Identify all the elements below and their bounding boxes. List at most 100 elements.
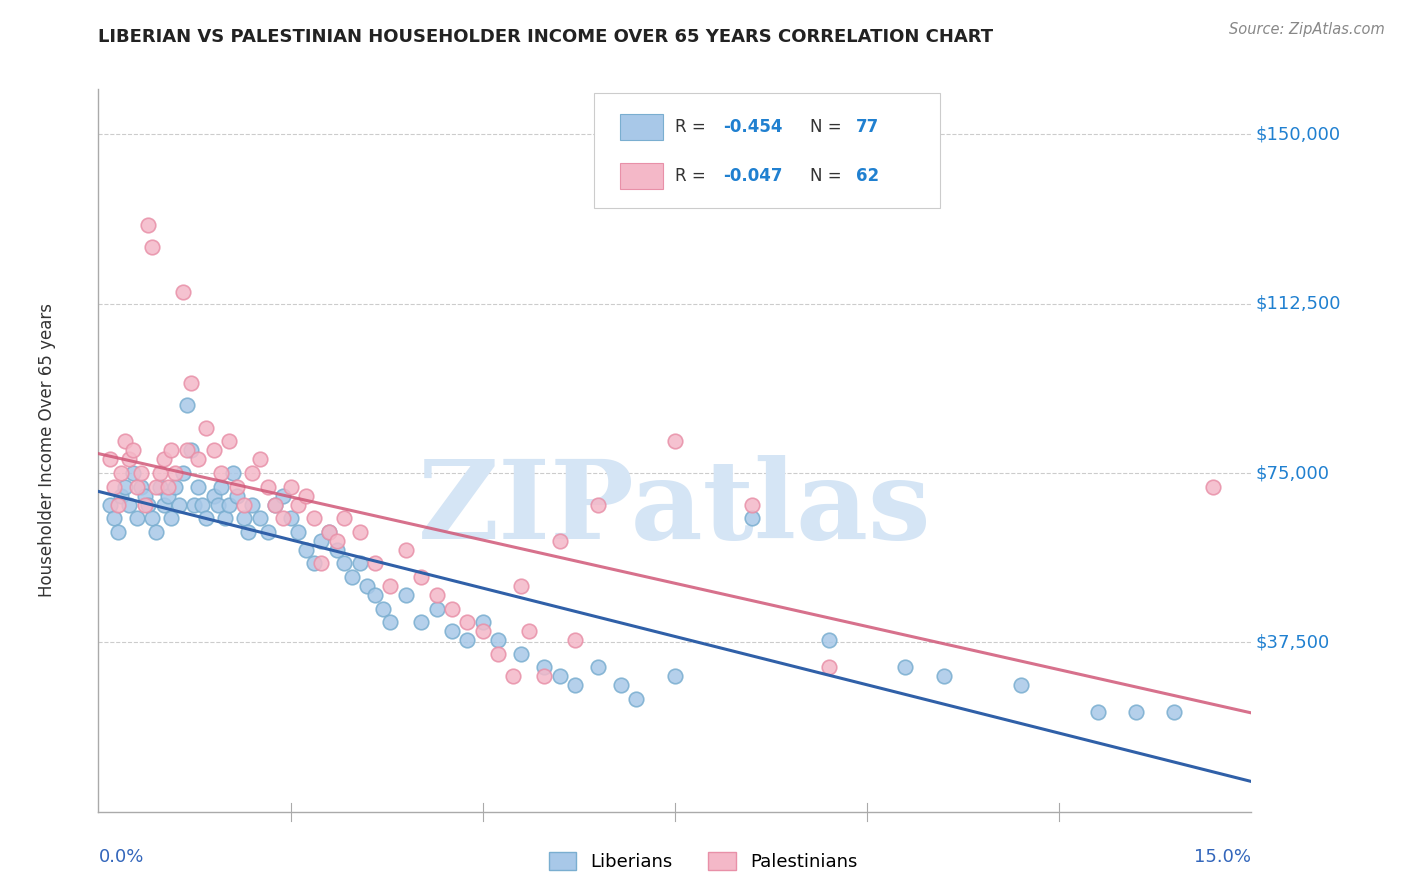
Point xyxy=(103,511,125,525)
Point xyxy=(486,633,509,648)
Point xyxy=(380,579,402,593)
Point xyxy=(122,443,145,458)
Point xyxy=(218,434,240,449)
Point xyxy=(356,579,378,593)
Point xyxy=(110,489,132,503)
Point xyxy=(548,669,571,683)
Point xyxy=(202,489,225,503)
Point xyxy=(325,542,347,557)
Point xyxy=(548,533,571,548)
Point xyxy=(160,443,183,458)
Point xyxy=(141,511,163,525)
Point xyxy=(264,498,287,512)
Point xyxy=(202,443,225,458)
Point xyxy=(149,466,172,480)
Point xyxy=(134,498,156,512)
Point xyxy=(138,498,160,512)
Point xyxy=(191,498,214,512)
Point xyxy=(149,480,172,494)
Text: 77: 77 xyxy=(856,119,879,136)
Point xyxy=(426,601,449,615)
Point xyxy=(340,570,363,584)
Point xyxy=(502,669,524,683)
Point xyxy=(103,480,125,494)
Point xyxy=(118,452,141,467)
Point xyxy=(664,669,686,683)
Point xyxy=(395,588,418,602)
Text: N =: N = xyxy=(810,167,846,185)
Point xyxy=(318,524,340,539)
Point xyxy=(180,376,202,390)
Point xyxy=(586,660,609,674)
Point xyxy=(165,466,187,480)
Point xyxy=(114,434,136,449)
Point xyxy=(134,489,156,503)
Point xyxy=(380,615,402,629)
Point xyxy=(440,624,463,639)
Point xyxy=(364,557,387,571)
Point xyxy=(180,443,202,458)
Point xyxy=(318,524,340,539)
Point xyxy=(183,498,205,512)
Point xyxy=(486,647,509,661)
Point xyxy=(664,434,686,449)
Point xyxy=(426,588,449,602)
Point xyxy=(122,466,145,480)
Point xyxy=(333,557,356,571)
Point xyxy=(165,480,187,494)
Point xyxy=(517,624,540,639)
Point xyxy=(1202,480,1225,494)
Point xyxy=(456,633,478,648)
Point xyxy=(411,615,433,629)
Point xyxy=(156,480,179,494)
Point xyxy=(129,480,152,494)
Point xyxy=(280,511,302,525)
FancyBboxPatch shape xyxy=(595,93,941,209)
Point xyxy=(287,524,309,539)
Point xyxy=(456,615,478,629)
Text: -0.047: -0.047 xyxy=(723,167,783,185)
Point xyxy=(610,678,633,692)
FancyBboxPatch shape xyxy=(620,114,664,141)
Point xyxy=(172,285,194,300)
Text: R =: R = xyxy=(675,167,711,185)
Point xyxy=(349,524,371,539)
Point xyxy=(311,533,333,548)
Point xyxy=(107,524,129,539)
Point xyxy=(1125,706,1147,720)
Legend: Liberians, Palestinians: Liberians, Palestinians xyxy=(541,845,865,879)
Point xyxy=(564,678,586,692)
Point xyxy=(118,498,141,512)
Point xyxy=(249,511,271,525)
Point xyxy=(440,601,463,615)
Point xyxy=(240,498,263,512)
Point xyxy=(129,466,152,480)
Point xyxy=(125,511,148,525)
Text: Householder Income Over 65 years: Householder Income Over 65 years xyxy=(38,303,56,598)
Text: 0.0%: 0.0% xyxy=(98,847,143,866)
Point xyxy=(564,633,586,648)
Point xyxy=(302,557,325,571)
Point xyxy=(167,498,190,512)
Point xyxy=(176,443,198,458)
Point xyxy=(256,524,278,539)
FancyBboxPatch shape xyxy=(620,163,664,189)
Text: $75,000: $75,000 xyxy=(1256,464,1329,482)
Point xyxy=(333,511,356,525)
Point xyxy=(195,511,218,525)
Point xyxy=(1010,678,1032,692)
Point xyxy=(533,660,555,674)
Point xyxy=(626,691,648,706)
Point xyxy=(145,524,167,539)
Point xyxy=(311,557,333,571)
Point xyxy=(225,480,247,494)
Point xyxy=(152,498,174,512)
Point xyxy=(240,466,263,480)
Point xyxy=(1087,706,1109,720)
Text: ZIPatlas: ZIPatlas xyxy=(418,455,932,562)
Point xyxy=(249,452,271,467)
Point xyxy=(932,669,955,683)
Point xyxy=(817,660,839,674)
Text: $37,500: $37,500 xyxy=(1256,633,1330,651)
Point xyxy=(371,601,394,615)
